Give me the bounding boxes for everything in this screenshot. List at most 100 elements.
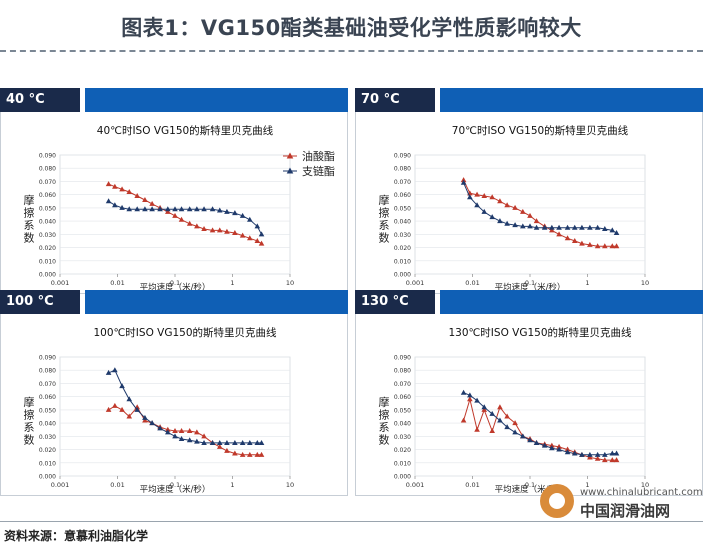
series-2-point [613, 230, 620, 236]
series-1-point [481, 192, 488, 198]
series-2-point [489, 410, 495, 416]
series-1-point [527, 212, 533, 218]
series-1-point [149, 200, 155, 206]
series-1-point [126, 189, 133, 195]
series-1-point [105, 181, 112, 187]
series-2-point [216, 207, 223, 213]
y-axis-label: 摩擦系数 [379, 395, 390, 447]
footer-divider [0, 521, 703, 522]
y-tick-label: 0.030 [394, 434, 411, 441]
series-1-point [194, 429, 200, 435]
series-1-point [178, 428, 185, 434]
y-tick-label: 0.070 [39, 381, 56, 388]
y-tick-label: 0.030 [39, 434, 56, 441]
temperature-label: 40 °C [0, 88, 80, 112]
temperature-label: 130 °C [355, 290, 435, 314]
series-2-point [533, 439, 540, 445]
temperature-label: 70 °C [355, 88, 435, 112]
x-tick-label: 0.1 [525, 279, 535, 287]
series-2-point [105, 369, 112, 375]
series-1-point [201, 226, 207, 232]
series-2-point [579, 224, 585, 230]
series-2-point [201, 206, 207, 212]
x-axis-label: 平均速度（米/秒） [495, 484, 566, 495]
series-1-point [201, 433, 207, 439]
series-2-point [474, 397, 480, 403]
series-2-point [142, 206, 148, 212]
stribeck-chart-40c: 40℃时ISO VG150的斯特里贝克曲线 0.000 0.010 0.020 0.03… [24, 124, 336, 293]
series-2-point [481, 404, 488, 410]
chart-panel-70c: 70 °C 70℃时ISO VG150的斯特里贝克曲线 0.000 0.010 0.0… [355, 88, 703, 294]
x-axis-label: 平均速度（米/秒） [495, 282, 566, 293]
series-1-point [258, 451, 265, 457]
y-axis-label: 摩擦系数 [24, 395, 35, 447]
y-tick-label: 0.070 [39, 179, 56, 186]
series-2-point [126, 396, 133, 402]
series-2-point [541, 224, 548, 230]
y-tick-label: 0.010 [39, 258, 56, 265]
chart-title: 40℃时ISO VG150的斯特里贝克曲线 [97, 124, 274, 137]
y-tick-label: 0.040 [39, 421, 56, 428]
x-tick-label: 0.1 [170, 279, 180, 287]
series-1-point [497, 404, 503, 410]
series-2-point [258, 231, 265, 237]
series-2-point [460, 389, 467, 395]
y-tick-label: 0.010 [394, 258, 411, 265]
series-2-point [571, 224, 578, 230]
series-2-point [247, 216, 253, 222]
series-1-point [460, 417, 467, 423]
series-1-point [254, 237, 261, 243]
series-1-point [142, 417, 148, 423]
series-2-point [587, 224, 593, 230]
series-2-point [112, 367, 118, 373]
series-1-point [602, 243, 608, 249]
series-1-point [504, 202, 510, 208]
series-1-point [504, 413, 510, 419]
series-2-point [587, 451, 593, 457]
series-2-point [467, 194, 473, 200]
series-2-point [460, 179, 467, 185]
series-2-point [178, 206, 185, 212]
legend-label: 支链酯 [302, 164, 335, 178]
plot-area [414, 356, 646, 477]
series-2-point [258, 439, 265, 445]
series-2-point [186, 206, 193, 212]
y-tick-label: 0.030 [394, 232, 411, 239]
y-tick-label: 0.000 [394, 272, 411, 279]
series-1-point [481, 406, 488, 412]
watermark: www.chinalubricant.com 中国润滑油网 [540, 484, 703, 520]
y-axis-label: 摩擦系数 [24, 193, 35, 245]
series-1-point [587, 241, 593, 247]
watermark-url: www.chinalubricant.com [580, 487, 703, 498]
y-tick-label: 0.090 [394, 355, 411, 362]
series-1-point [609, 457, 616, 463]
series-2-point [232, 210, 238, 216]
series-2-point [119, 383, 125, 389]
series-2-point [594, 224, 601, 230]
y-tick-label: 0.020 [39, 245, 56, 252]
series-2-point [467, 392, 473, 398]
x-tick-label: 10 [286, 481, 294, 489]
series-2-point [541, 442, 548, 448]
series-2-point [497, 417, 503, 423]
x-tick-label: 1 [585, 279, 589, 287]
x-tick-label: 0.1 [170, 481, 180, 489]
series-2-point [549, 224, 555, 230]
series-2-point [594, 451, 601, 457]
series-2-point [609, 450, 616, 456]
stribeck-chart-70c: 70℃时ISO VG150的斯特里贝克曲线 0.000 0.010 0.020 0.03… [379, 124, 650, 293]
source-note: 资料来源：意慕利油脂化学 [4, 529, 149, 543]
y-tick-label: 0.060 [39, 394, 56, 401]
y-tick-label: 0.020 [39, 447, 56, 454]
temperature-label: 100 °C [0, 290, 80, 314]
series-2-point [602, 226, 608, 232]
series-2-point [224, 208, 230, 214]
series-1-point [571, 237, 578, 243]
series-2-point [112, 202, 118, 208]
chart-panel-100c: 100 °C 100℃时ISO VG150的斯特里贝克曲线 0.000 0.010 0… [0, 290, 348, 496]
series-1-point [474, 426, 480, 432]
series-2-point [209, 206, 216, 212]
y-tick-label: 0.040 [39, 219, 56, 226]
series-1-point [126, 413, 133, 419]
series-1-point [216, 443, 223, 449]
